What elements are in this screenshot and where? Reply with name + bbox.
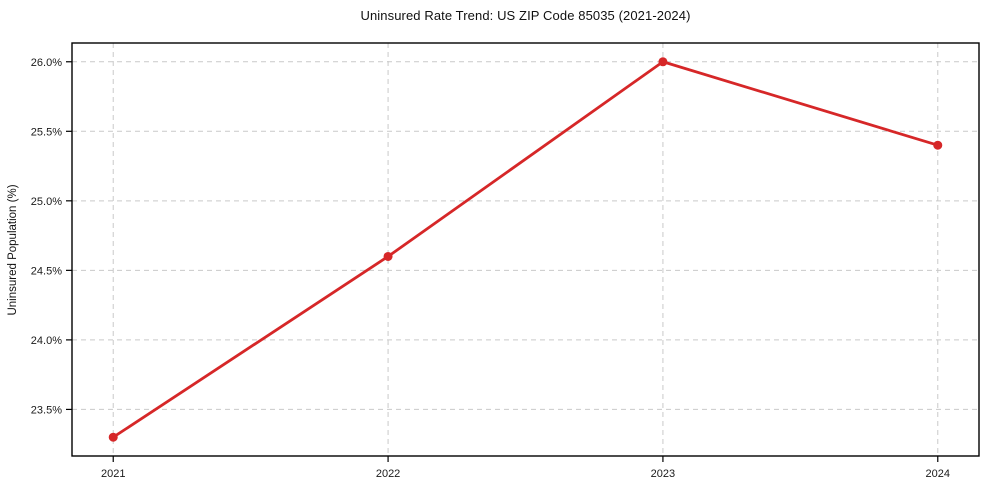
data-point [933, 140, 943, 150]
chart-title: Uninsured Rate Trend: US ZIP Code 85035 … [360, 8, 691, 23]
trend-line [111, 60, 940, 439]
data-point [658, 57, 668, 67]
y-tick-label: 24.0% [31, 335, 62, 347]
y-tick-label: 26.0% [31, 57, 62, 69]
x-tick-label: 2023 [651, 468, 675, 480]
x-tick-label: 2021 [101, 468, 125, 480]
y-tick-label: 24.5% [31, 265, 62, 277]
data-point [108, 432, 118, 442]
x-tick-label: 2024 [926, 468, 950, 480]
x-tick-label: 2022 [376, 468, 400, 480]
y-tick-label: 25.0% [31, 196, 62, 208]
y-tick-label: 23.5% [31, 404, 62, 416]
plot-border [71, 42, 980, 457]
y-tick-label: 25.5% [31, 126, 62, 138]
data-point [383, 251, 393, 261]
